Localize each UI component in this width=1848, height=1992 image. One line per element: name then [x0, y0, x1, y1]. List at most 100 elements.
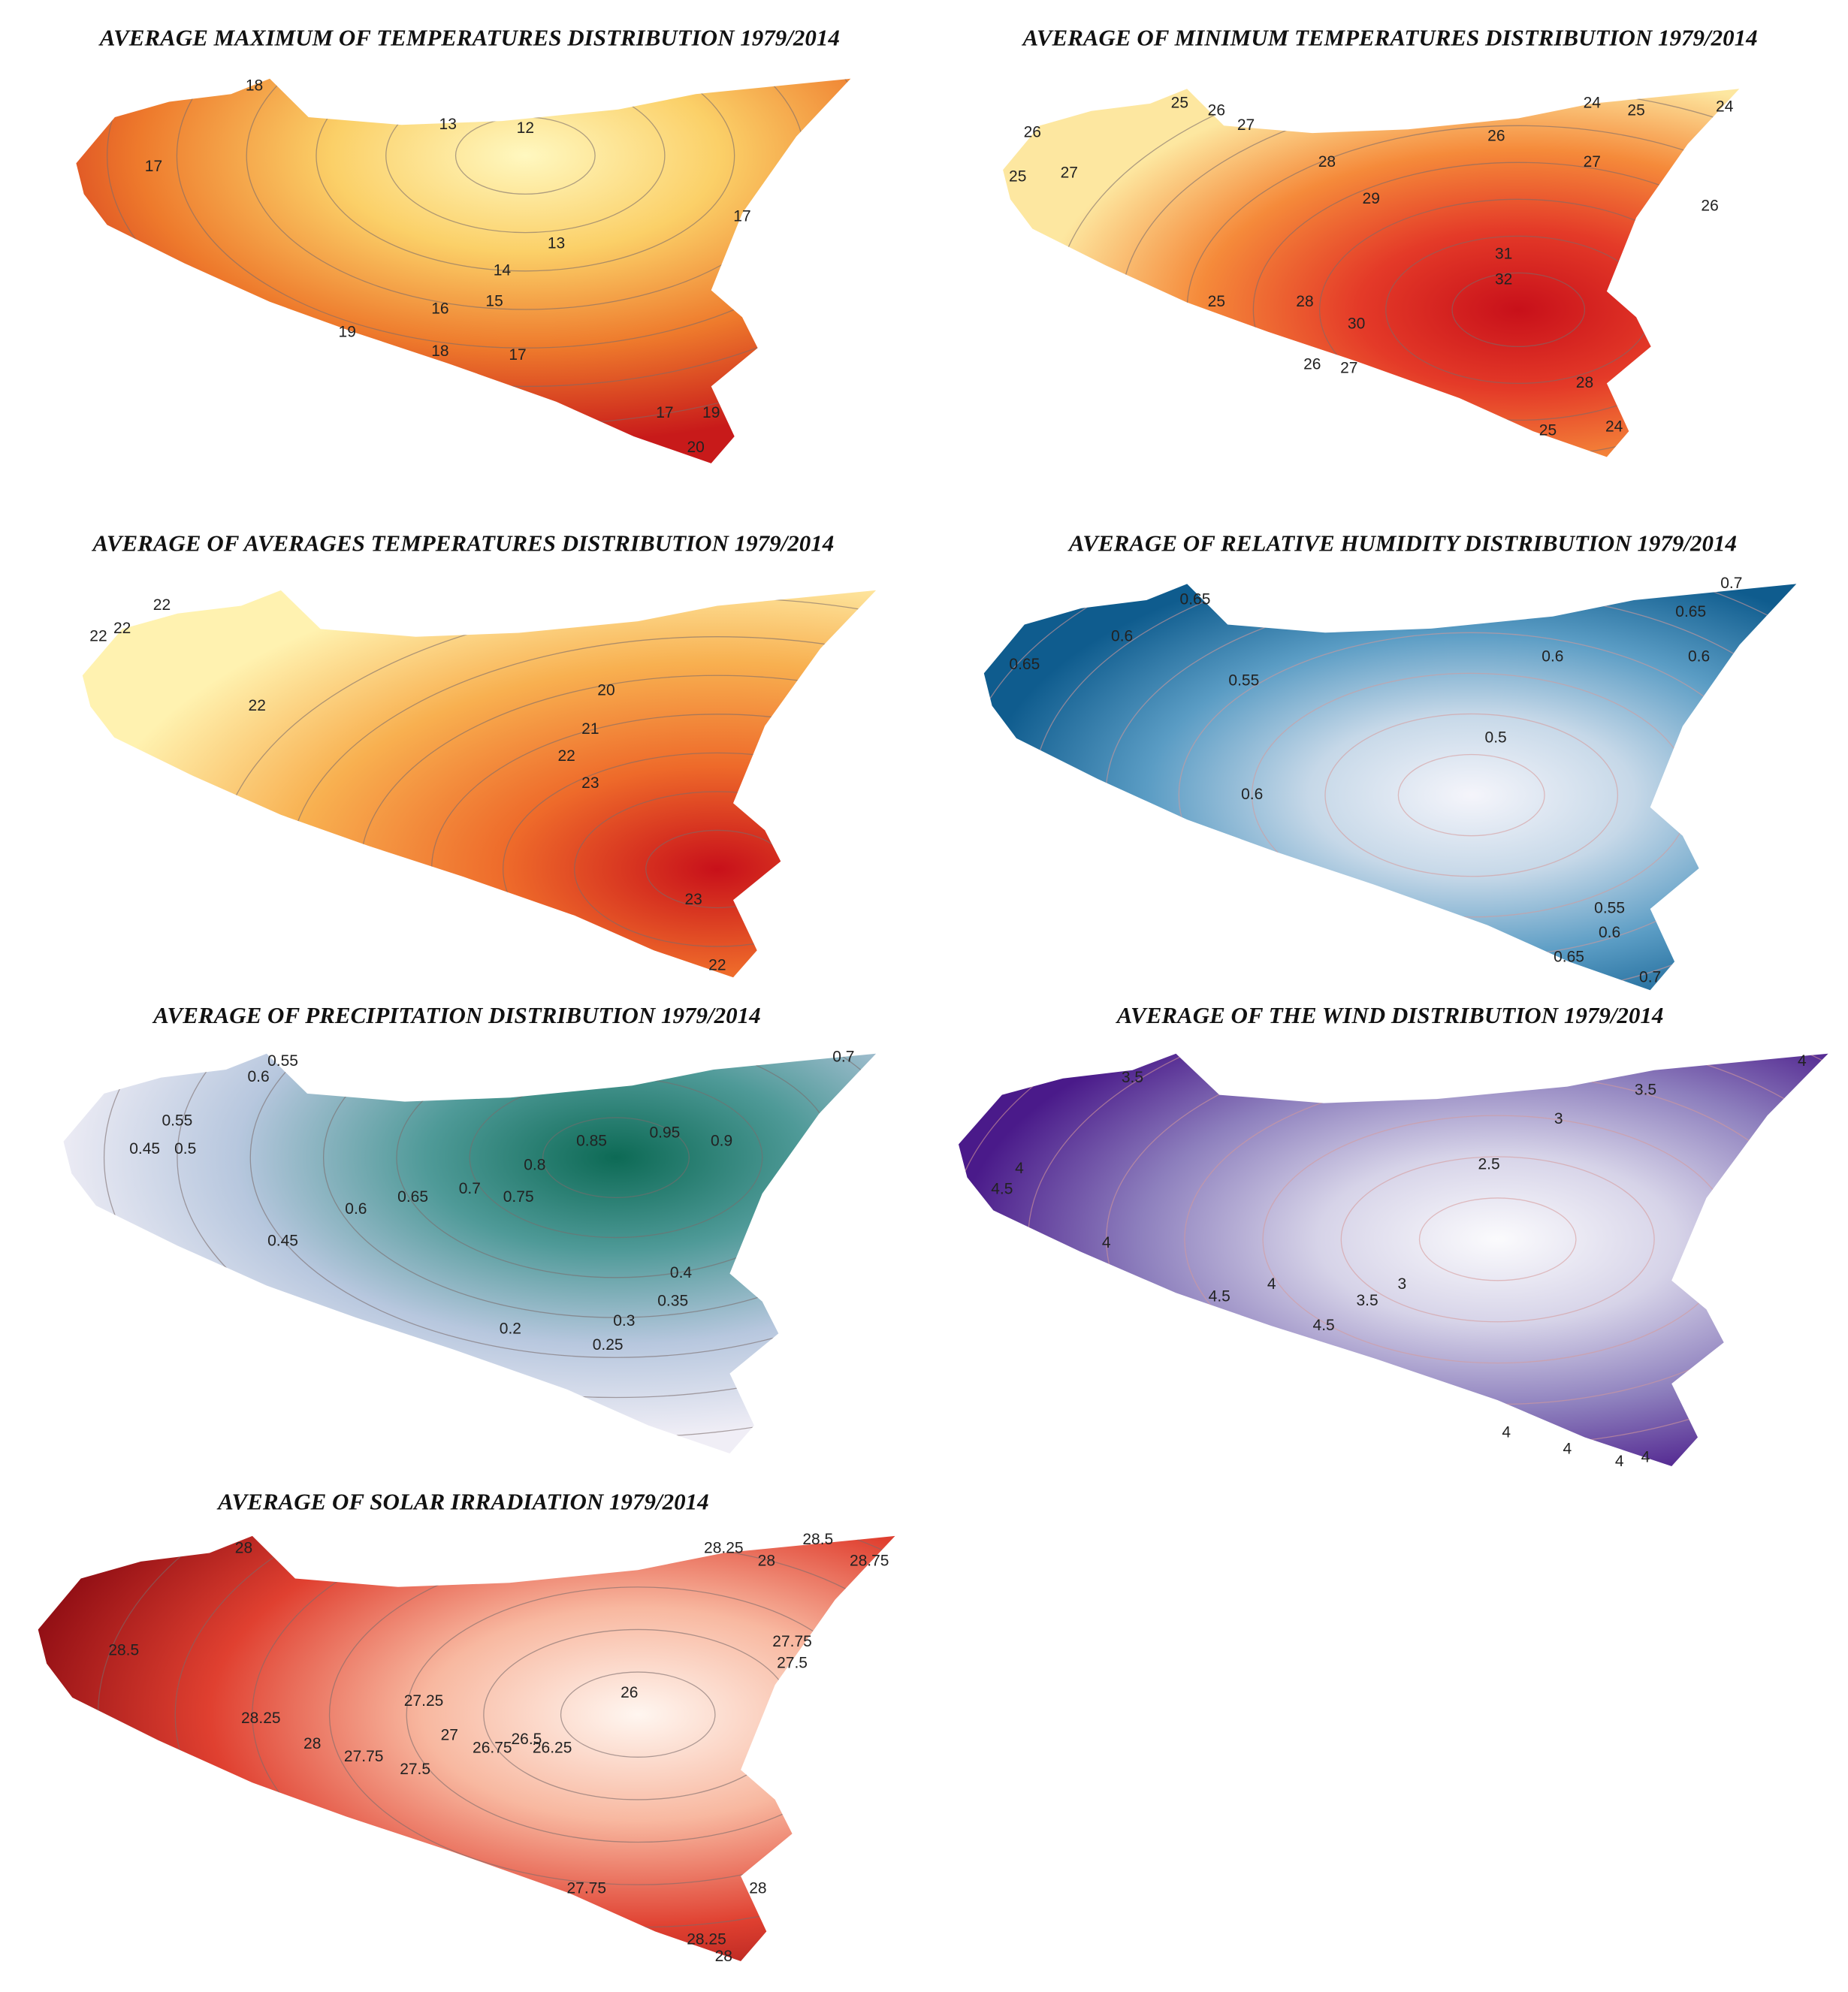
map-title: AVERAGE OF MINIMUM TEMPERATURES DISTRIBU… — [1021, 25, 1757, 51]
contour-label: 27.5 — [400, 1761, 430, 1778]
contour-line — [1418, 1197, 1577, 1281]
contour-line — [1340, 1156, 1655, 1323]
map-panel: AVERAGE OF RELATIVE HUMIDITY DISTRIBUTIO… — [983, 530, 1797, 991]
contour-line — [174, 1535, 895, 1961]
contour-label: 0.9 — [711, 1132, 732, 1149]
island-shape — [38, 1535, 895, 1961]
contour-label: 26 — [621, 1684, 638, 1701]
contour-label: 0.55 — [267, 1052, 298, 1070]
contour-line — [1324, 713, 1619, 877]
contour-line — [177, 1053, 877, 1399]
map-title: AVERAGE OF SOLAR IRRADIATION 1979/2014 — [216, 1488, 708, 1514]
contour-label: 3 — [1554, 1110, 1563, 1127]
contour-label: 3.5 — [1635, 1082, 1656, 1099]
contour-label: 0.55 — [1228, 672, 1259, 690]
contour-label: 31 — [1495, 245, 1512, 262]
contour-label: 0.65 — [1554, 948, 1584, 965]
contour-label: 0.6 — [1542, 647, 1563, 665]
contour-label: 19 — [702, 404, 720, 421]
map-panel: AVERAGE MAXIMUM OF TEMPERATURES DISTRIBU… — [76, 25, 851, 463]
contour-label: 0.85 — [576, 1132, 607, 1149]
contour-label: 27 — [1584, 153, 1601, 171]
contour-label: 3.5 — [1122, 1069, 1143, 1086]
contour-line — [1397, 753, 1545, 837]
contour-label: 25 — [1539, 422, 1557, 439]
contour-label: 24 — [1584, 94, 1602, 111]
contour-label: 18 — [246, 77, 263, 95]
contour-label: 23 — [581, 774, 599, 792]
contour-label: 27.25 — [404, 1692, 444, 1710]
contour-label: 22 — [557, 747, 575, 765]
contour-label: 0.6 — [247, 1068, 269, 1085]
contour-label: 17 — [733, 208, 750, 225]
contour-label: 28 — [715, 1948, 732, 1965]
contour-label: 20 — [687, 439, 704, 456]
contour-label: 15 — [485, 292, 503, 309]
contour-label: 28.5 — [108, 1641, 139, 1658]
contour-label: 28.25 — [687, 1930, 726, 1948]
contour-label: 0.75 — [503, 1188, 534, 1206]
map-panel: AVERAGE OF THE WIND DISTRIBUTION 1979/20… — [959, 1002, 1828, 1470]
contour-label: 32 — [1495, 271, 1512, 288]
contour-label: 24 — [1605, 418, 1623, 436]
contour-label: 0.6 — [1111, 627, 1133, 644]
contour-label: 28 — [749, 1879, 766, 1897]
contour-label: 23 — [684, 891, 702, 908]
contour-line — [542, 1117, 690, 1198]
map-title: AVERAGE OF AVERAGES TEMPERATURES DISTRIB… — [91, 530, 834, 556]
map-title: AVERAGE OF THE WIND DISTRIBUTION 1979/20… — [1116, 1002, 1664, 1028]
contour-label: 28.5 — [802, 1531, 833, 1548]
contour-label: 28 — [303, 1735, 321, 1752]
contour-label: 0.7 — [1639, 969, 1661, 986]
contour-label: 22 — [89, 627, 107, 644]
contour-label: 0.55 — [162, 1112, 192, 1130]
contour-label: 0.35 — [657, 1292, 688, 1309]
contour-label: 4 — [1015, 1160, 1024, 1177]
map-panel: AVERAGE OF PRECIPITATION DISTRIBUTION 19… — [63, 1002, 877, 1453]
contour-label: 26 — [1024, 124, 1041, 141]
contour-label: 0.6 — [345, 1200, 367, 1218]
contour-label: 0.2 — [500, 1320, 521, 1338]
contour-label: 28 — [758, 1552, 775, 1569]
contour-label: 25 — [1627, 101, 1644, 119]
contour-label: 26 — [1208, 101, 1225, 119]
contour-label: 27.75 — [566, 1879, 606, 1897]
contour-label: 27 — [1340, 359, 1357, 376]
contour-label: 0.65 — [1009, 656, 1040, 673]
contour-label: 28.75 — [850, 1552, 889, 1569]
contour-line — [560, 1671, 716, 1758]
contour-label: 18 — [431, 343, 448, 360]
contour-label: 0.5 — [1485, 729, 1507, 746]
contour-label: 13 — [439, 116, 457, 133]
contour-label: 4 — [1267, 1275, 1276, 1293]
contour-label: 0.7 — [832, 1049, 854, 1066]
contour-label: 22 — [153, 596, 171, 614]
contour-label: 3.5 — [1356, 1292, 1378, 1309]
contour-label: 0.3 — [613, 1312, 635, 1330]
contour-label: 25 — [1208, 293, 1225, 310]
contour-label: 25 — [1171, 94, 1188, 111]
contour-label: 26 — [1701, 198, 1718, 215]
island-shape — [983, 584, 1797, 991]
contour-label: 28.25 — [704, 1539, 744, 1556]
contour-label: 0.5 — [174, 1140, 196, 1157]
contour-label: 0.65 — [1675, 603, 1706, 620]
contour-label: 0.7 — [1720, 575, 1742, 592]
map-panel: AVERAGE OF SOLAR IRRADIATION 1979/2014 28… — [38, 1488, 895, 1965]
island-shape — [63, 1053, 877, 1453]
contour-label: 25 — [1009, 168, 1026, 185]
contour-label: 26.75 — [473, 1740, 512, 1757]
contour-label: 28 — [1576, 374, 1593, 391]
contour-label: 0.45 — [267, 1232, 298, 1249]
contour-label: 28 — [1318, 153, 1336, 171]
contour-label: 26.25 — [533, 1740, 572, 1757]
contour-label: 4 — [1641, 1449, 1650, 1466]
contour-line — [176, 78, 851, 349]
contour-label: 19 — [339, 323, 356, 340]
map-panel: AVERAGE OF MINIMUM TEMPERATURES DISTRIBU… — [1003, 25, 1758, 457]
contour-label: 0.4 — [670, 1264, 693, 1281]
contour-label: 30 — [1348, 315, 1365, 333]
contour-label: 0.95 — [649, 1124, 680, 1142]
island-shape — [959, 1053, 1828, 1466]
map-title: AVERAGE MAXIMUM OF TEMPERATURES DISTRIBU… — [98, 25, 840, 51]
